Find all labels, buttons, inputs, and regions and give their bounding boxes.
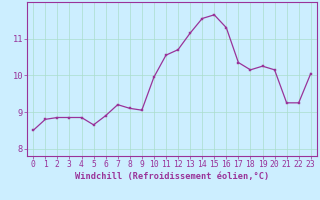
X-axis label: Windchill (Refroidissement éolien,°C): Windchill (Refroidissement éolien,°C) [75,172,269,181]
